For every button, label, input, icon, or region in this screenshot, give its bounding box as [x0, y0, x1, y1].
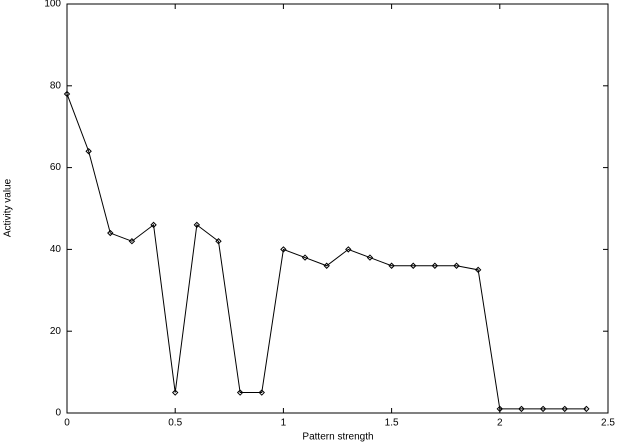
x-tick-label: 2.5 — [601, 418, 615, 429]
data-marker — [171, 389, 179, 396]
data-marker — [301, 254, 309, 261]
y-tick-label: 60 — [50, 162, 62, 173]
y-tick-label: 80 — [50, 80, 62, 91]
data-marker — [258, 389, 265, 396]
data-marker — [474, 266, 482, 274]
data-line — [66, 93, 587, 410]
data-marker — [85, 148, 92, 155]
data-marker — [150, 221, 157, 229]
x-axis-label: Pattern strength — [302, 432, 373, 443]
data-marker — [193, 221, 201, 229]
data-marker — [63, 90, 71, 98]
data-marker — [583, 405, 590, 413]
data-marker — [518, 405, 525, 413]
data-marker — [561, 405, 568, 413]
x-tick-label: 1.5 — [385, 418, 399, 429]
x-tick-label: 2 — [497, 418, 503, 429]
data-marker — [366, 254, 374, 261]
data-marker — [388, 262, 395, 269]
data-marker — [539, 405, 547, 413]
y-tick-label: 100 — [44, 0, 61, 10]
data-marker — [280, 246, 287, 253]
data-marker — [107, 229, 114, 237]
data-marker — [128, 238, 136, 245]
data-marker — [345, 246, 352, 253]
data-marker — [410, 262, 417, 269]
x-tick-label: 0 — [64, 418, 70, 429]
data-marker — [323, 262, 330, 269]
data-marker — [431, 262, 439, 269]
data-marker — [215, 238, 222, 245]
y-tick-label: 20 — [50, 326, 62, 337]
data-marker — [236, 389, 244, 396]
y-axis-label: Activity value — [3, 178, 14, 237]
y-tick-label: 0 — [55, 408, 61, 419]
plot-frame — [66, 3, 609, 414]
y-tick-label: 40 — [50, 244, 62, 255]
data-marker — [496, 405, 504, 413]
data-marker — [453, 262, 460, 269]
x-tick-label: 1 — [281, 418, 287, 429]
x-tick-label: 0.5 — [168, 418, 182, 429]
